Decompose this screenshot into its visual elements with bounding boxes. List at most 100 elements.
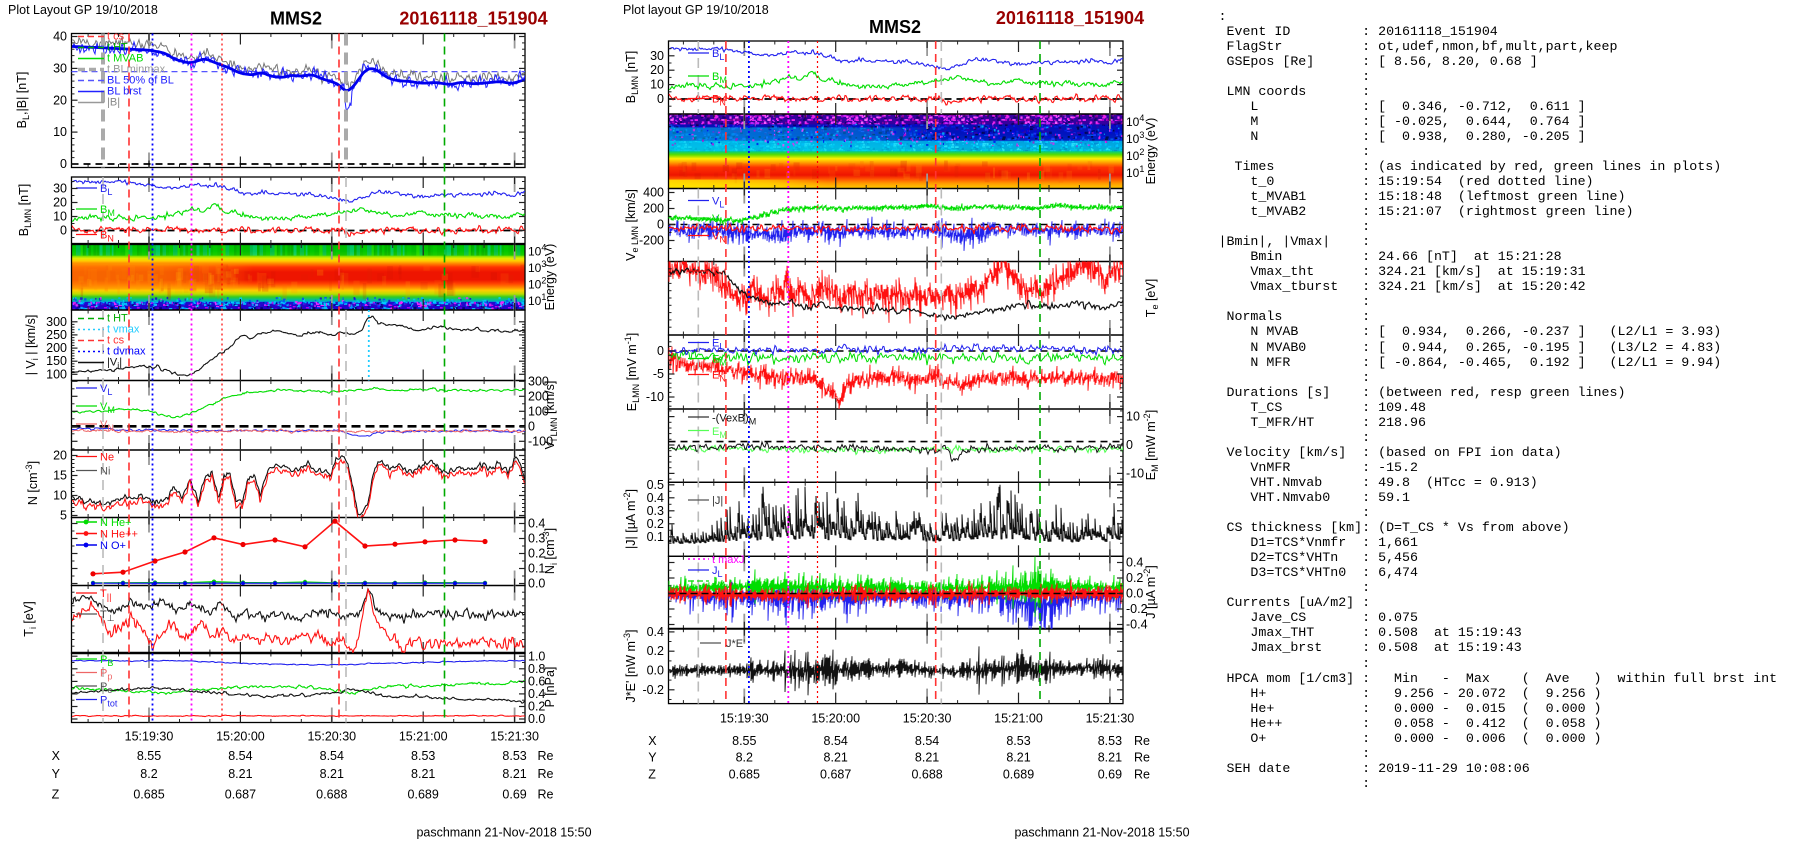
svg-text:Y: Y: [648, 751, 657, 765]
svg-text:30: 30: [53, 182, 67, 196]
svg-text:t cs: t cs: [107, 31, 125, 43]
svg-text:8.21: 8.21: [1098, 751, 1122, 765]
svg-text:ELMN [mV m-1]: ELMN [mV m-1]: [623, 333, 641, 411]
svg-text:0.4: 0.4: [528, 517, 545, 531]
svg-text:15:20:00: 15:20:00: [811, 711, 860, 725]
svg-text:15:19:30: 15:19:30: [125, 729, 174, 743]
svg-text:8.54: 8.54: [824, 734, 848, 748]
svg-text:0.3: 0.3: [528, 532, 545, 546]
svg-text:Energy (eV): Energy (eV): [543, 244, 557, 311]
svg-text:t cs: t cs: [107, 335, 125, 347]
svg-text:8.2: 8.2: [736, 751, 753, 765]
svg-text:200: 200: [643, 202, 664, 216]
svg-text:paschmann 21-Nov-2018 15:50: paschmann 21-Nov-2018 15:50: [1014, 826, 1189, 840]
svg-text:0.0: 0.0: [528, 712, 545, 726]
svg-text:BL: BL: [100, 183, 112, 197]
svg-text:0.4: 0.4: [647, 491, 664, 505]
svg-text:0.2: 0.2: [647, 517, 664, 531]
svg-text:8.53: 8.53: [1006, 734, 1030, 748]
svg-text:t vmax: t vmax: [107, 324, 140, 336]
svg-text:0.1: 0.1: [647, 530, 664, 544]
svg-text:0.4: 0.4: [528, 687, 545, 701]
svg-text:0.685: 0.685: [133, 788, 164, 802]
svg-text:0: 0: [657, 218, 664, 232]
svg-text:Ni [cm-3]: Ni [cm-3]: [541, 528, 559, 574]
svg-text:VL: VL: [100, 383, 112, 397]
svg-text:Ne: Ne: [100, 452, 114, 464]
svg-text:P [nPa]: P [nPa]: [543, 667, 557, 708]
svg-text:-0.4: -0.4: [1126, 618, 1148, 632]
svg-text:10: 10: [650, 78, 664, 92]
svg-text:20161118_151904: 20161118_151904: [399, 9, 547, 29]
svg-text:0.2: 0.2: [1126, 571, 1143, 585]
svg-text:1.0: 1.0: [528, 649, 545, 663]
svg-text:0.3: 0.3: [647, 504, 664, 518]
svg-text:-0.2: -0.2: [642, 683, 664, 697]
svg-text:-100: -100: [528, 434, 553, 448]
svg-text:PB: PB: [100, 654, 113, 668]
svg-text:JM: JM: [712, 576, 725, 590]
svg-text:|J| [µA m-2]: |J| [µA m-2]: [622, 489, 638, 549]
svg-text:BL,|B| [nT]: BL,|B| [nT]: [15, 72, 31, 129]
svg-text:0.685: 0.685: [729, 768, 760, 782]
svg-text:VM: VM: [712, 213, 727, 227]
svg-text:200: 200: [46, 341, 67, 355]
svg-text:J*E': J*E': [726, 638, 745, 650]
svg-text:30: 30: [53, 61, 67, 75]
svg-text:8.55: 8.55: [137, 749, 161, 763]
svg-text:BLMN [nT]: BLMN [nT]: [624, 51, 640, 103]
svg-text:0.689: 0.689: [408, 788, 439, 802]
svg-text:300: 300: [46, 315, 67, 329]
svg-text:Re: Re: [538, 767, 554, 781]
svg-text:8.2: 8.2: [140, 767, 157, 781]
svg-text:Energy (eV): Energy (eV): [1144, 118, 1158, 185]
svg-text:BL: BL: [712, 48, 724, 62]
svg-text:-(VexB)M: -(VexB)M: [712, 413, 756, 427]
svg-text:0.687: 0.687: [225, 788, 256, 802]
svg-text:15:20:30: 15:20:30: [307, 729, 356, 743]
svg-text:N [cm-3]: N [cm-3]: [24, 461, 40, 505]
svg-text:15:21:30: 15:21:30: [1086, 711, 1135, 725]
svg-text:JN: JN: [712, 587, 724, 601]
svg-text:BN: BN: [712, 94, 726, 108]
svg-text:MMS2: MMS2: [270, 9, 322, 29]
svg-text:10: 10: [53, 210, 67, 224]
svg-text:N He++: N He++: [100, 529, 138, 541]
svg-text:8.55: 8.55: [732, 734, 756, 748]
svg-text:20: 20: [650, 63, 664, 77]
svg-text:J*E' [nW m-3]: J*E' [nW m-3]: [622, 630, 638, 703]
svg-text:101: 101: [1126, 164, 1144, 180]
svg-text:t MVAB: t MVAB: [107, 53, 143, 65]
svg-text:EL: EL: [712, 338, 724, 352]
svg-text:EM: EM: [712, 426, 727, 440]
svg-text:Ve LMN [km/s]: Ve LMN [km/s]: [624, 189, 640, 261]
svg-text:100: 100: [46, 367, 67, 381]
svg-text:-10: -10: [646, 390, 664, 404]
svg-text:T⊥: T⊥: [100, 609, 115, 623]
svg-text:Z: Z: [648, 768, 656, 782]
svg-text:-0.2: -0.2: [1126, 602, 1148, 616]
svg-text:|Vi|: |Vi|: [107, 357, 122, 371]
svg-text:0.687: 0.687: [820, 768, 851, 782]
svg-text:Re: Re: [1134, 768, 1150, 782]
svg-text:8.53: 8.53: [411, 749, 435, 763]
svg-text:0.688: 0.688: [911, 768, 942, 782]
svg-text:Re: Re: [538, 749, 554, 763]
svg-text:8.21: 8.21: [824, 751, 848, 765]
svg-text:0.69: 0.69: [1098, 768, 1122, 782]
svg-text:0.8: 0.8: [528, 662, 545, 676]
svg-text:8.53: 8.53: [502, 749, 526, 763]
svg-text:0.5: 0.5: [647, 478, 664, 492]
svg-text:BM: BM: [712, 71, 727, 85]
svg-text:200: 200: [528, 389, 549, 403]
svg-text:Re: Re: [538, 788, 554, 802]
svg-text:t dvmax: t dvmax: [107, 346, 146, 358]
svg-text:VN: VN: [712, 231, 726, 245]
svg-text:0.688: 0.688: [316, 788, 347, 802]
svg-text:t HT: t HT: [107, 313, 128, 325]
svg-text:VM: VM: [100, 401, 115, 415]
svg-text:Z: Z: [52, 788, 60, 802]
svg-text:0.2: 0.2: [528, 699, 545, 713]
svg-text:T||: T||: [100, 588, 111, 602]
svg-text:15:20:30: 15:20:30: [903, 711, 952, 725]
